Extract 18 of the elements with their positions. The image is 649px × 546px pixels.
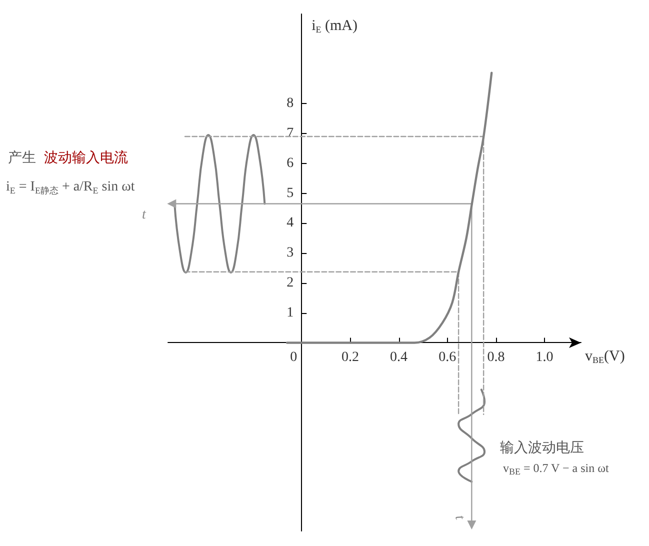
y-tick-label: 6 [286,156,294,171]
text: t [142,208,147,222]
x-tick-label: 0.8 [487,350,505,366]
annotation: 输入波动电压 [500,439,584,455]
x-tick-label: 1.0 [536,350,554,366]
x-tick-label: 0.2 [341,350,359,366]
y-tick-label: 1 [286,305,294,320]
y-tick-label: 3 [286,246,294,261]
x-tick-label: 0 [290,350,298,366]
annotation: t [452,514,468,522]
text: 产生 [8,149,36,165]
y-tick-label: 4 [286,216,294,231]
x-tick-label: 0.4 [390,350,408,366]
text: 波动输入电流 [44,149,128,165]
y-tick-label: 5 [286,186,294,201]
y-tick-label: 8 [286,96,294,112]
x-tick-label: 0.6 [438,350,456,366]
y-tick-label: 2 [286,275,294,290]
